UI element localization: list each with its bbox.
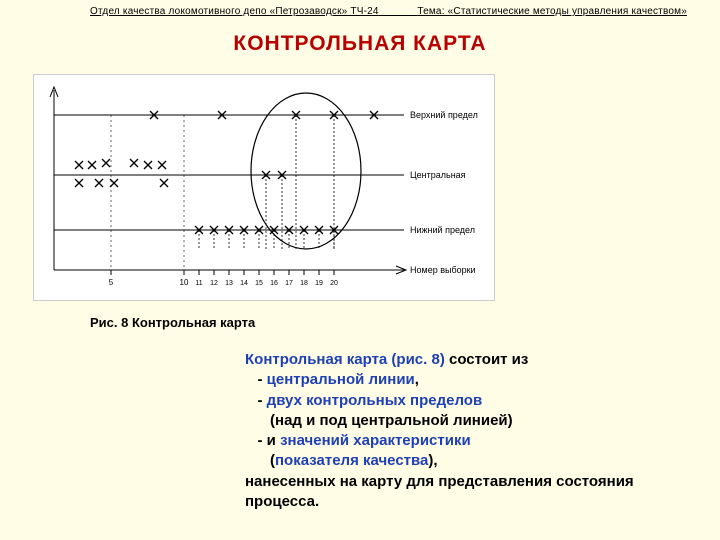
cl-label: Центральная xyxy=(410,170,466,180)
outro: нанесенных на карту для представления со… xyxy=(245,473,634,510)
item2-sub: (над и под центральной линией) xyxy=(270,412,513,429)
svg-text:13: 13 xyxy=(225,280,233,287)
svg-text:14: 14 xyxy=(240,280,248,287)
header-line: Отдел качества локомотивного депо «Петро… xyxy=(90,6,700,17)
svg-text:17: 17 xyxy=(285,280,293,287)
item1: центральной линии xyxy=(267,371,415,388)
svg-text:12: 12 xyxy=(210,280,218,287)
svg-text:18: 18 xyxy=(300,280,308,287)
markers xyxy=(75,111,378,234)
intro-a: Контрольная карта (рис. 8) xyxy=(245,351,445,368)
header-right: Тема: «Статистические методы управления … xyxy=(417,6,687,17)
svg-text:5: 5 xyxy=(109,278,114,287)
control-chart: Верхний предел Центральная Нижний предел… xyxy=(33,74,495,301)
control-chart-svg: Верхний предел Центральная Нижний предел… xyxy=(34,75,494,300)
x-ticks: 5 10 11 12 13 14 15 16 17 18 19 20 xyxy=(109,115,338,287)
svg-text:11: 11 xyxy=(195,280,202,287)
body-text: Контрольная карта (рис. 8) состоит из - … xyxy=(245,350,675,512)
intro-b: состоит из xyxy=(445,351,529,368)
page-title: КОНТРОЛЬНАЯ КАРТА xyxy=(0,32,720,56)
item3b: значений характеристики xyxy=(280,432,471,449)
svg-text:19: 19 xyxy=(315,280,323,287)
ucl-label: Верхний предел xyxy=(410,110,478,120)
header-left: Отдел качества локомотивного депо «Петро… xyxy=(90,6,379,17)
lcl-label: Нижний предел xyxy=(410,225,475,235)
svg-text:10: 10 xyxy=(180,278,189,287)
item2: двух контрольных пределов xyxy=(267,392,483,409)
item3a: и xyxy=(267,432,280,449)
svg-text:20: 20 xyxy=(330,280,338,287)
figure-caption: Рис. 8 Контрольная карта xyxy=(90,315,255,330)
svg-text:15: 15 xyxy=(255,280,263,287)
svg-text:16: 16 xyxy=(270,280,278,287)
item3-sub: показателя качества xyxy=(275,452,428,469)
highlight-ellipse xyxy=(251,93,361,249)
x-axis-label: Номер выборки xyxy=(410,265,476,275)
